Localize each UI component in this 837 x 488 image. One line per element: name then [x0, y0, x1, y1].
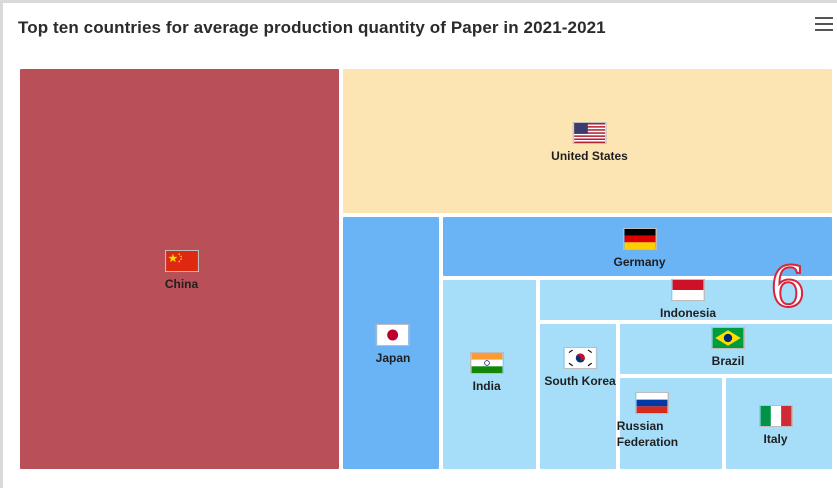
italy-flag-icon — [758, 404, 793, 427]
treemap-tile-italy[interactable]: Italy — [724, 376, 834, 471]
treemap-tile-brazil[interactable]: Brazil — [618, 322, 834, 376]
treemap-tile-russian-federation[interactable]: Russian Federation — [616, 376, 724, 471]
india-flag-icon — [469, 351, 504, 374]
tile-label-india: India — [472, 378, 501, 393]
united-states-flag-icon — [572, 122, 607, 144]
tile-label-group: Brazil — [711, 327, 745, 369]
germany-flag-icon — [622, 227, 657, 250]
tile-label-germany: Germany — [613, 254, 666, 269]
brazil-flag-icon — [711, 327, 745, 350]
tile-label-group: Germany — [613, 227, 666, 270]
treemap-tile-germany[interactable]: Germany — [441, 215, 834, 278]
indonesia-flag-icon — [670, 278, 705, 301]
china-flag-icon — [164, 250, 199, 272]
tile-label-united-states: United States — [551, 149, 628, 163]
tile-label-group: United States — [551, 122, 628, 164]
tile-label-south-korea: South Korea — [544, 374, 616, 389]
treemap-tile-india[interactable]: India — [441, 278, 538, 471]
treemap-plot: China United States Japan Germany India Indon… — [18, 67, 834, 471]
tile-label-group: Indonesia — [659, 278, 717, 321]
south-korea-flag-icon — [563, 347, 597, 370]
watermark-number: 6 — [769, 255, 807, 320]
japan-flag-icon — [376, 324, 410, 346]
treemap-tile-united-states[interactable]: United States — [341, 67, 834, 215]
hamburger-menu-icon[interactable] — [815, 16, 833, 32]
tile-label-group: China — [164, 250, 199, 292]
tile-label-group: Italy — [758, 404, 793, 447]
tile-label-italy: Italy — [763, 431, 788, 446]
tile-label-russian-federation: Russian Federation — [616, 418, 679, 449]
tile-label-group: India — [469, 351, 504, 394]
tile-label-indonesia: Indonesia — [659, 305, 717, 320]
tile-label-group: Japan — [375, 324, 411, 366]
tile-label-japan: Japan — [375, 351, 411, 365]
tile-label-group: South Korea — [544, 347, 616, 389]
russia-flag-icon — [634, 391, 669, 414]
chart-title: Top ten countries for average production… — [18, 18, 606, 37]
treemap-tile-china[interactable]: China — [18, 67, 341, 471]
treemap-tile-south-korea[interactable]: South Korea — [538, 322, 618, 471]
tile-label-group: Russian Federation — [616, 391, 687, 450]
treemap-tile-japan[interactable]: Japan — [341, 215, 441, 471]
treemap-tile-indonesia[interactable]: Indonesia — [538, 278, 834, 322]
tile-label-brazil: Brazil — [711, 354, 745, 369]
tile-label-china: China — [164, 277, 199, 291]
